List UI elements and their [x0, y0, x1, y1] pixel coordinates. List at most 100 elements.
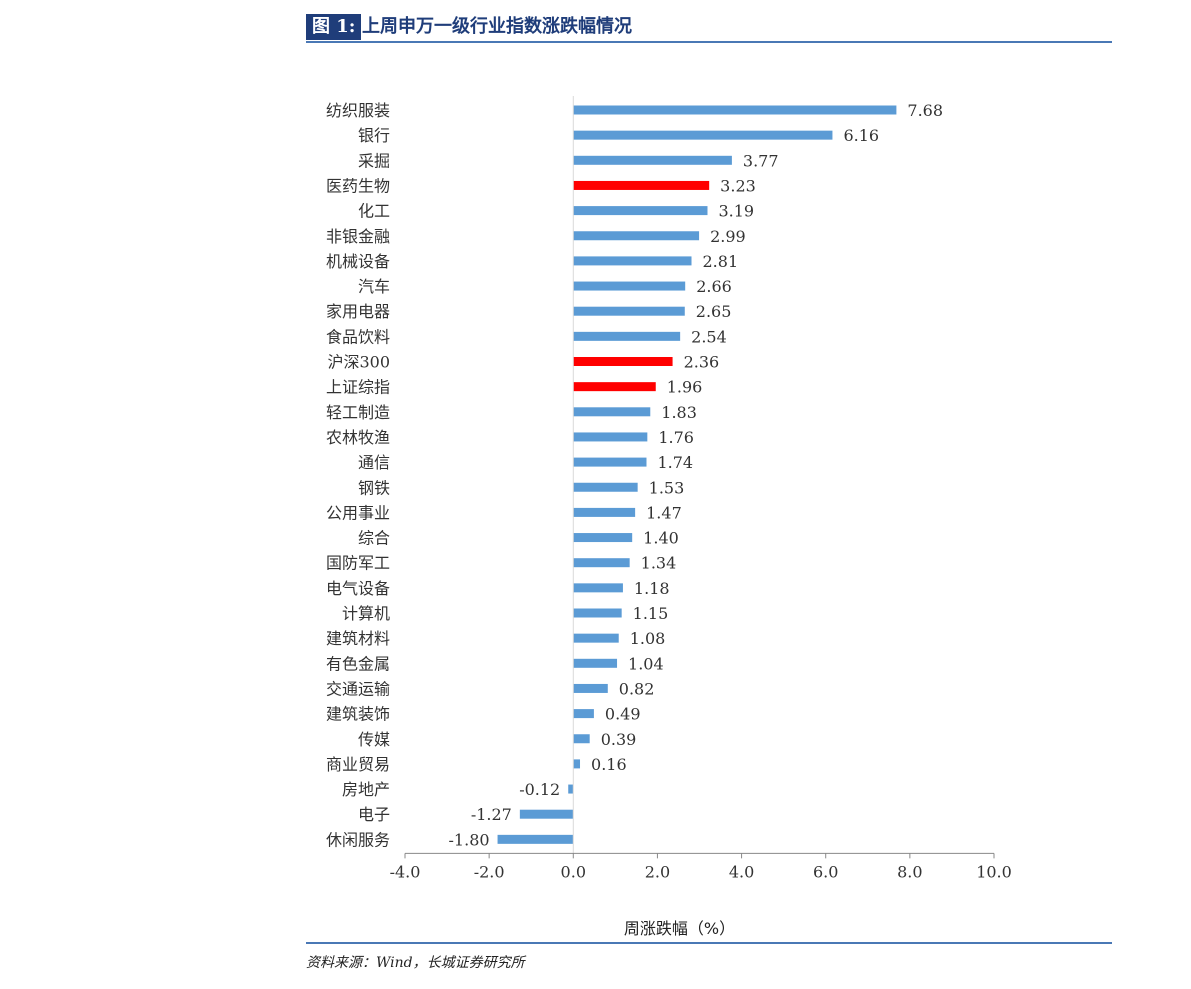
bar-29	[497, 834, 574, 844]
category-label: 建筑材料	[326, 629, 390, 648]
category-label: 纺织服装	[326, 101, 390, 120]
category-label: 传媒	[358, 730, 390, 749]
value-label: 3.77	[743, 151, 779, 170]
category-label: 国防军工	[326, 554, 390, 573]
category-label: 轻工制造	[326, 403, 390, 422]
category-label: 医药生物	[326, 176, 390, 195]
category-label: 通信	[358, 453, 390, 472]
bar-18	[573, 558, 630, 568]
category-label: 电子	[358, 805, 390, 824]
category-label: 食品饮料	[326, 327, 390, 346]
category-label: 化工	[358, 202, 390, 221]
value-label: 2.54	[691, 327, 727, 346]
category-label: 钢铁	[358, 478, 390, 497]
category-label: 家用电器	[326, 302, 390, 321]
category-label: 商业贸易	[326, 755, 390, 774]
source-note: 资料来源：Wind，长城证券研究所	[306, 955, 525, 971]
value-label: 0.16	[591, 755, 627, 774]
bar-8	[573, 306, 685, 316]
bar-23	[573, 683, 608, 693]
x-tick-label: 0.0	[561, 862, 586, 881]
value-label: -1.27	[471, 805, 512, 824]
bar-24	[573, 709, 594, 719]
category-label: 建筑装饰	[326, 705, 390, 724]
value-label: 0.82	[619, 679, 655, 698]
bar-21	[573, 633, 619, 643]
bar-2	[573, 155, 732, 165]
value-label: 2.81	[703, 252, 739, 271]
figure-number-badge: 图 1:	[306, 14, 362, 40]
value-label: 2.65	[696, 302, 732, 321]
figure-title: 上周申万一级行业指数涨跌幅情况	[362, 16, 632, 37]
bar-14	[573, 457, 647, 467]
value-label: 2.99	[710, 227, 746, 246]
category-label: 汽车	[358, 277, 390, 296]
category-label: 非银金融	[326, 227, 390, 246]
x-axis-title: 周涨跌幅（%）	[624, 919, 735, 938]
bar-0	[573, 105, 897, 115]
bars-group	[497, 105, 897, 844]
bar-19	[573, 583, 623, 593]
value-label: -0.12	[519, 780, 560, 799]
x-tick-label: 8.0	[897, 862, 922, 881]
category-label: 银行	[358, 126, 390, 145]
header-divider	[306, 41, 1112, 43]
category-label: 机械设备	[326, 252, 390, 271]
value-label: 1.15	[633, 604, 669, 623]
bar-6	[573, 256, 692, 266]
bar-22	[573, 658, 618, 668]
value-label: 0.39	[601, 730, 637, 749]
bar-13	[573, 432, 648, 442]
bar-20	[573, 608, 622, 618]
value-label: 1.47	[646, 503, 682, 522]
category-label: 公用事业	[326, 503, 390, 522]
value-label: 1.18	[634, 579, 670, 598]
bar-26	[573, 759, 581, 769]
value-label: 1.74	[657, 453, 693, 472]
x-tick-label: -4.0	[390, 862, 421, 881]
x-tick-label: 10.0	[976, 862, 1012, 881]
x-tick-label: 6.0	[813, 862, 838, 881]
bar-12	[573, 407, 651, 417]
x-tick-label: 4.0	[729, 862, 754, 881]
x-tick-label: 2.0	[645, 862, 670, 881]
value-label: 2.66	[696, 277, 732, 296]
category-label: 沪深300	[327, 353, 390, 372]
value-label: 1.40	[643, 529, 679, 548]
value-label: 3.23	[720, 176, 756, 195]
value-label: 1.76	[658, 428, 694, 447]
value-label: 0.49	[605, 705, 641, 724]
category-label: 电气设备	[326, 579, 390, 598]
value-label: 6.16	[843, 126, 879, 145]
bar-5	[573, 231, 700, 241]
figure-header: 图 1: 上周申万一级行业指数涨跌幅情况	[306, 12, 1112, 44]
category-label: 计算机	[342, 604, 390, 623]
bar-16	[573, 507, 636, 517]
value-label: 2.36	[684, 353, 720, 372]
value-label: 1.04	[628, 654, 664, 673]
value-label: 7.68	[907, 101, 943, 120]
x-ticks-group: -4.0 -2.0 0.0 2.0 4.0 6.0 8.0 10.0	[390, 853, 1012, 881]
value-label: 1.96	[667, 378, 703, 397]
bar-3	[573, 180, 710, 190]
bar-9	[573, 331, 681, 341]
value-label: 3.19	[718, 202, 754, 221]
value-labels-group: 7.68 6.16 3.77 3.23 3.19 2.99 2.81 2.66 2.65 2.54…	[449, 101, 943, 849]
value-label: -1.80	[449, 830, 490, 849]
bar-17	[573, 533, 633, 543]
value-label: 1.08	[630, 629, 666, 648]
category-label: 上证综指	[326, 378, 390, 397]
category-label: 交通运输	[326, 679, 390, 698]
bar-4	[573, 206, 708, 216]
x-tick-label: -2.0	[474, 862, 505, 881]
category-label: 农林牧渔	[326, 428, 390, 447]
bar-7	[573, 281, 686, 291]
category-label: 休闲服务	[326, 830, 390, 849]
category-label: 采掘	[358, 151, 390, 170]
bar-1	[573, 130, 833, 140]
value-label: 1.83	[661, 403, 697, 422]
bar-28	[519, 809, 574, 819]
category-label: 综合	[358, 529, 390, 548]
